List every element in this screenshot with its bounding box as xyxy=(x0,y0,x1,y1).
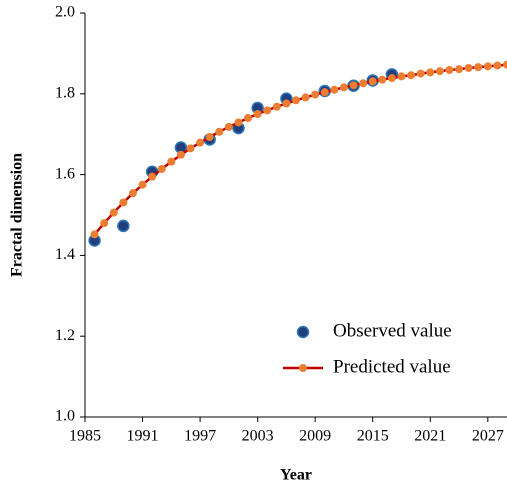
predicted-point xyxy=(282,99,291,108)
x-tick-label: 2003 xyxy=(242,428,274,445)
predicted-point xyxy=(224,122,233,131)
predicted-point xyxy=(234,118,243,127)
predicted-point xyxy=(349,81,358,90)
predicted-point xyxy=(244,114,253,123)
predicted-point xyxy=(119,198,128,207)
predicted-point xyxy=(493,61,502,70)
predicted-point xyxy=(263,106,272,115)
predicted-point xyxy=(455,65,464,74)
x-tick-label: 2027 xyxy=(472,428,504,445)
predicted-point xyxy=(253,110,262,118)
y-tick-label: 2.0 xyxy=(55,4,75,21)
y-axis-title: Fractal dimension xyxy=(9,153,26,277)
x-tick-label: 1991 xyxy=(127,428,159,445)
predicted-point xyxy=(301,93,310,102)
x-tick-label: 2015 xyxy=(357,428,389,445)
predicted-point xyxy=(157,164,166,173)
y-tick-label: 1.4 xyxy=(55,246,75,263)
predicted-point xyxy=(196,138,205,147)
x-axis-title: Year xyxy=(280,467,312,484)
predicted-point xyxy=(359,79,368,88)
predicted-point xyxy=(387,74,396,83)
y-tick-label: 1.6 xyxy=(55,165,75,182)
legend-label: Predicted value xyxy=(333,356,451,377)
predicted-line xyxy=(93,63,507,236)
predicted-point xyxy=(138,180,147,189)
predicted-point xyxy=(464,63,473,72)
predicted-point xyxy=(205,133,214,142)
predicted-point xyxy=(407,71,416,80)
predicted-point xyxy=(90,230,99,239)
predicted-point xyxy=(339,83,348,92)
predicted-point xyxy=(483,62,492,71)
predicted-point xyxy=(503,60,507,69)
predicted-point xyxy=(272,102,281,111)
predicted-point xyxy=(292,96,300,105)
predicted-point xyxy=(445,65,454,74)
observed-point xyxy=(117,219,130,233)
x-tick-label: 2021 xyxy=(414,428,446,445)
predicted-point xyxy=(311,90,320,99)
y-tick-label: 1.2 xyxy=(55,327,75,344)
legend-label: Observed value xyxy=(333,320,452,341)
legend-marker xyxy=(296,325,310,339)
x-tick-label: 1997 xyxy=(184,428,216,445)
x-tick-label: 2009 xyxy=(299,428,331,445)
predicted-point xyxy=(148,172,157,181)
predicted-point xyxy=(474,63,483,72)
predicted-point xyxy=(368,77,377,86)
x-tick-label: 1985 xyxy=(69,428,101,445)
y-tick-label: 1.0 xyxy=(55,408,75,425)
predicted-point xyxy=(435,67,444,76)
predicted-point xyxy=(330,85,339,94)
predicted-point xyxy=(176,150,185,159)
predicted-point xyxy=(215,127,224,136)
predicted-point xyxy=(416,69,425,78)
y-tick-label: 1.8 xyxy=(55,84,75,101)
predicted-point xyxy=(426,68,435,77)
predicted-point xyxy=(167,157,176,166)
predicted-point xyxy=(109,208,118,217)
predicted-point xyxy=(378,75,387,84)
predicted-point xyxy=(397,72,406,81)
predicted-point xyxy=(100,219,109,228)
predicted-point xyxy=(320,88,329,97)
predicted-point xyxy=(186,144,195,153)
predicted-point xyxy=(128,189,137,198)
legend-marker xyxy=(299,364,307,372)
